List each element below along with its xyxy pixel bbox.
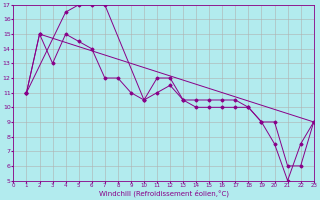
X-axis label: Windchill (Refroidissement éolien,°C): Windchill (Refroidissement éolien,°C) — [99, 190, 228, 197]
